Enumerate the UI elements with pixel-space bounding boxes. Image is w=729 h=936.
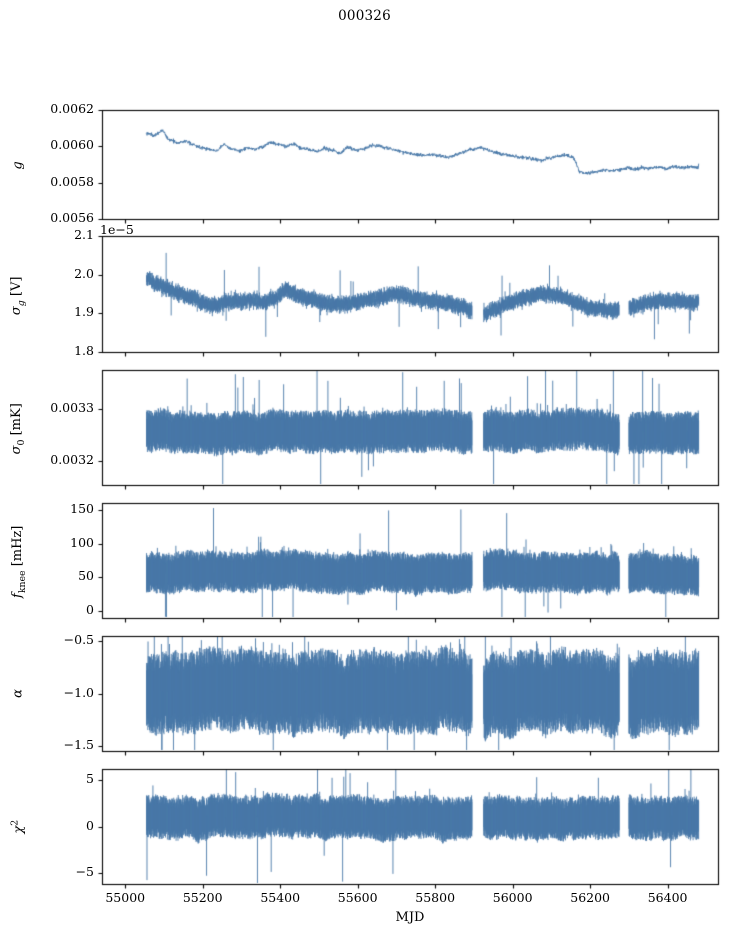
plot-canvas bbox=[0, 0, 729, 936]
figure-000326: 000326 g σg [V] 1e−5 σ0 [mK] fknee [mHz]… bbox=[0, 0, 729, 936]
